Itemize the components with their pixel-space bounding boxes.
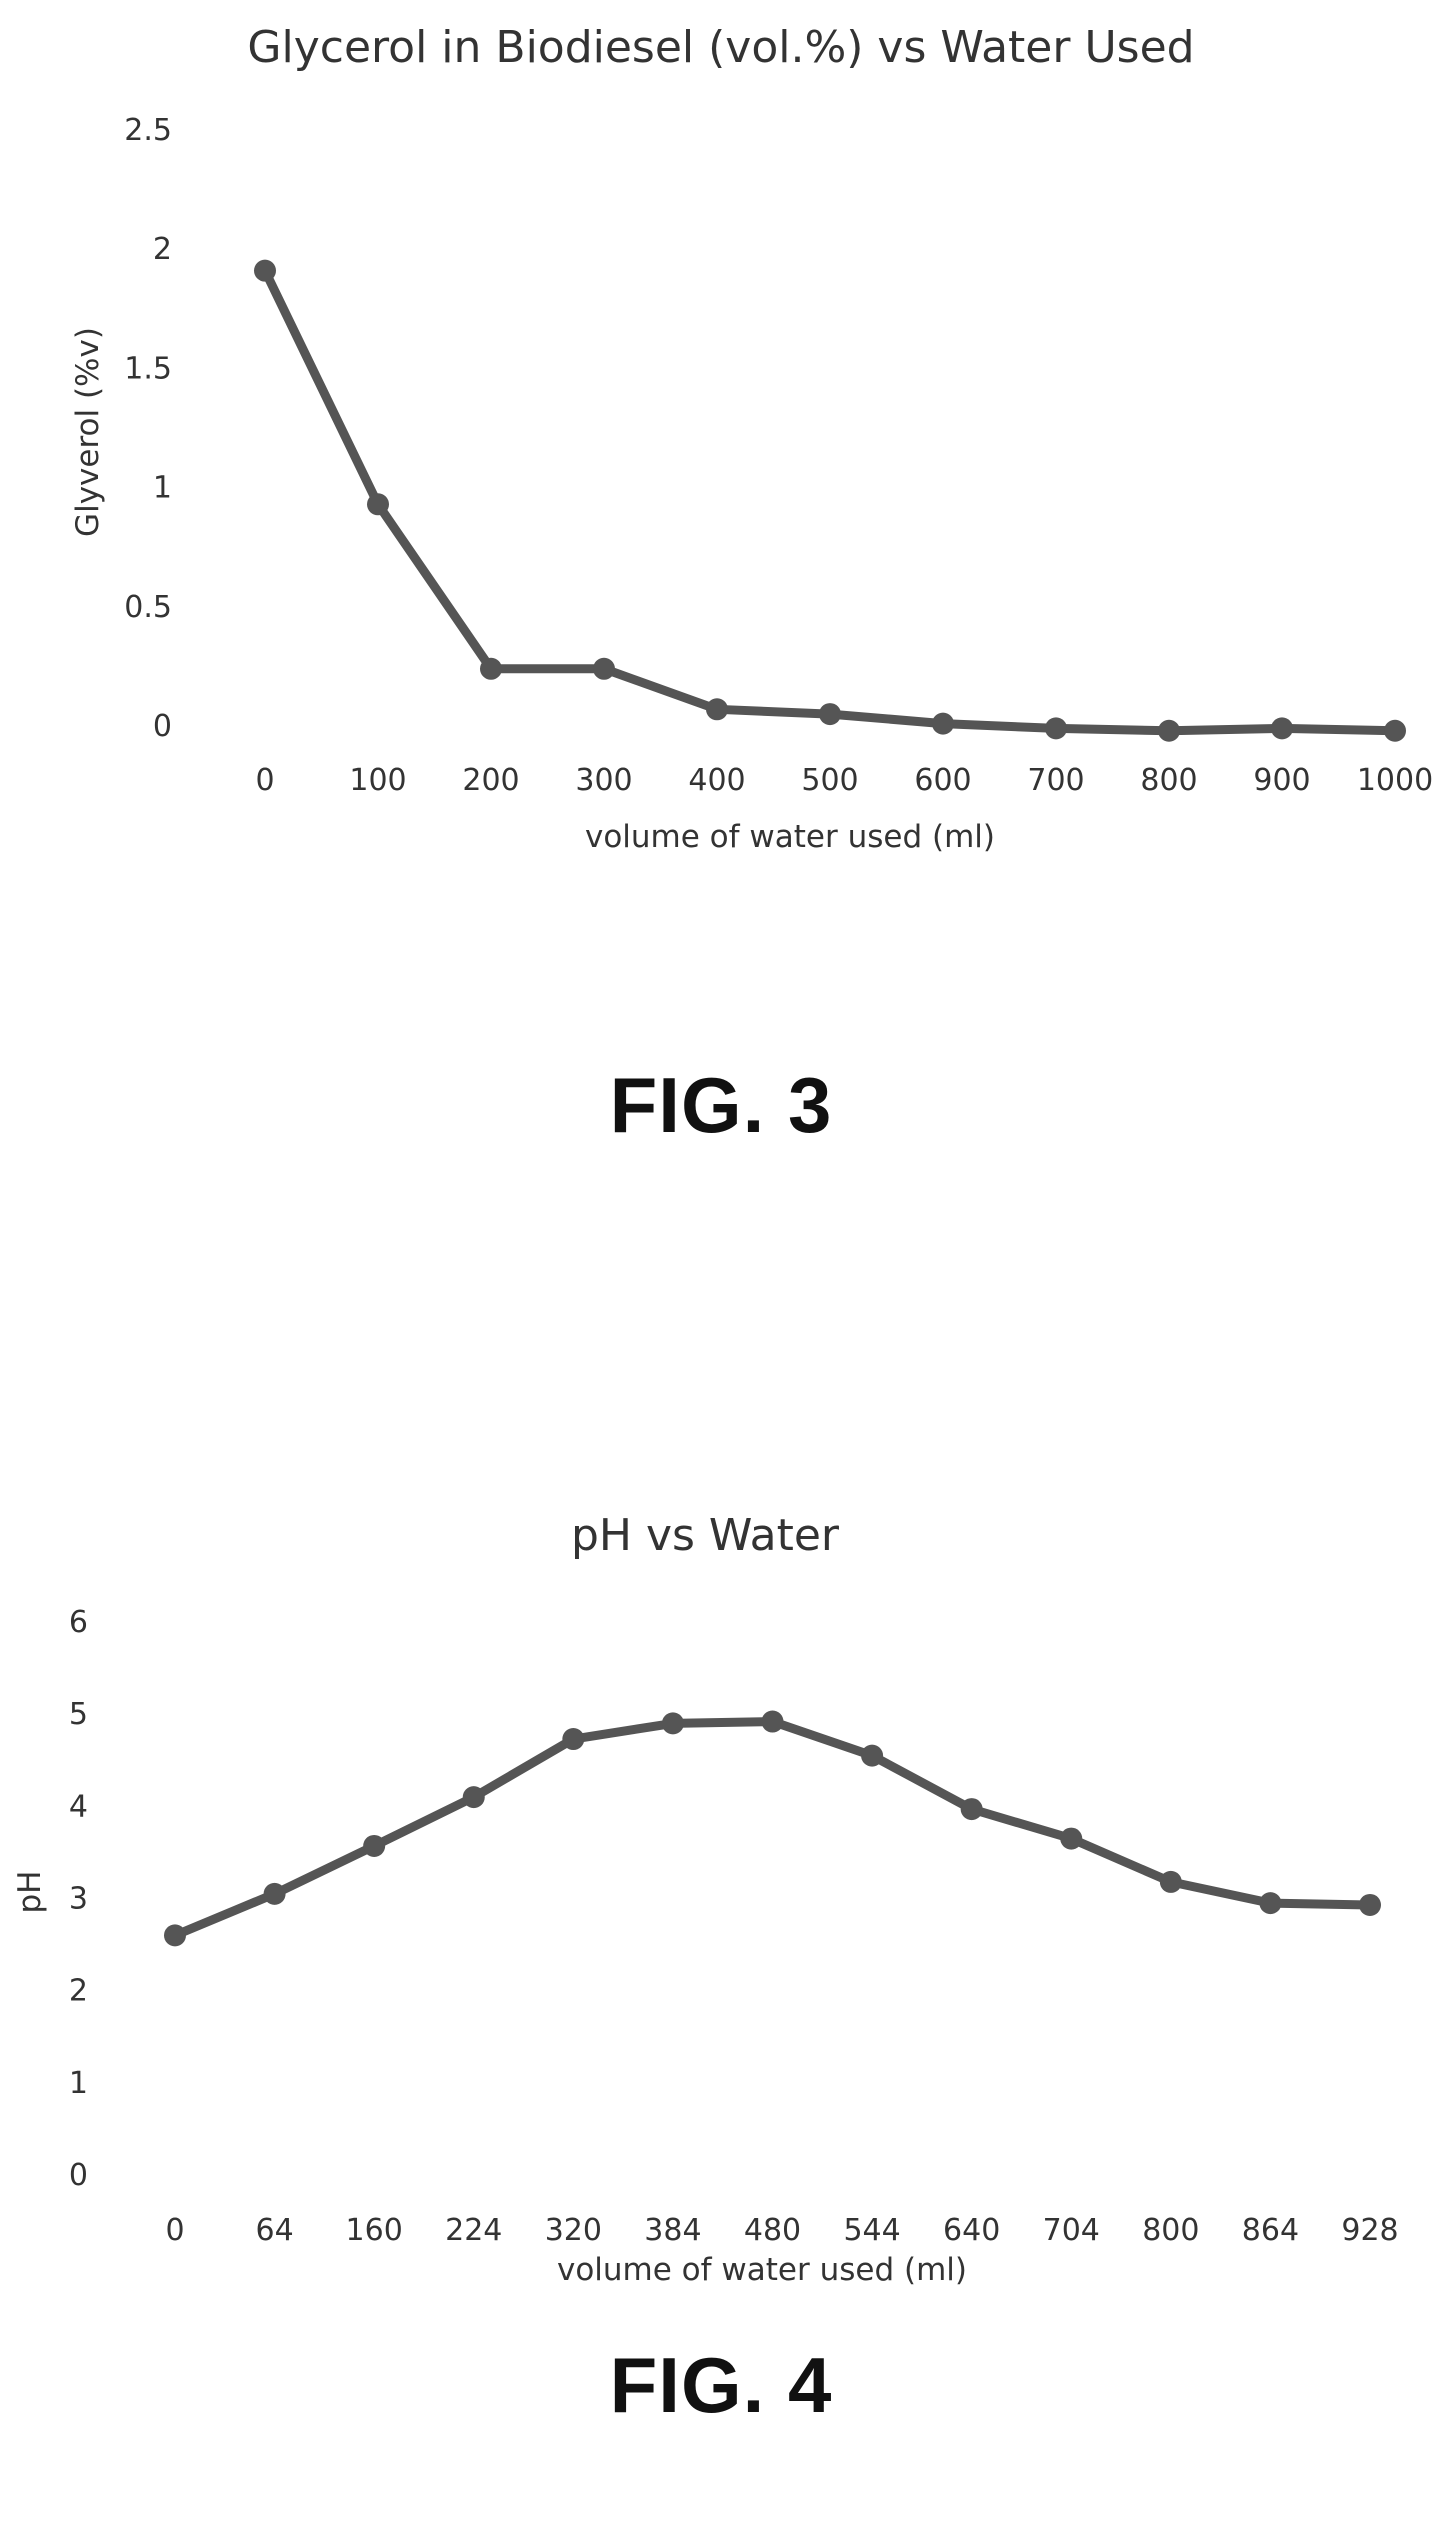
ph-chart: pH vs Water pH volume of water used (ml)… [12, 1510, 1399, 2288]
x-tick-label: 800 [1142, 2213, 1199, 2248]
x-tick-label: 100 [349, 763, 406, 798]
x-tick-label: 704 [1043, 2213, 1100, 2248]
data-point [367, 493, 389, 516]
series-line [260, 266, 1400, 736]
chart-title: pH vs Water [571, 1510, 840, 1561]
y-tick-label: 2 [69, 1974, 88, 2009]
x-tick-label: 544 [843, 2213, 900, 2248]
x-tick-label: 300 [575, 763, 632, 798]
y-tick-labels: 0 1 2 3 4 5 6 [69, 1605, 88, 2193]
y-axis-label: pH [12, 1871, 48, 1914]
x-tick-label: 1000 [1357, 763, 1433, 798]
y-tick-label: 0.5 [124, 590, 172, 625]
data-point [480, 657, 502, 680]
y-axis-label: Glyverol (%v) [70, 327, 106, 537]
data-point [263, 1882, 286, 1905]
x-tick-label: 500 [801, 763, 858, 798]
y-tick-label: 3 [69, 1882, 88, 1917]
y-tick-label: 2 [153, 232, 172, 267]
data-point [761, 1710, 784, 1733]
glycerol-chart: Glycerol in Biodiesel (vol.%) vs Water U… [70, 22, 1433, 855]
data-point [1384, 719, 1406, 742]
data-point [819, 703, 841, 726]
y-tick-label: 1.5 [124, 351, 172, 386]
x-tick-label: 0 [165, 2213, 184, 2248]
x-tick-label: 400 [688, 763, 745, 798]
data-point [164, 1924, 186, 1947]
x-tick-label: 864 [1242, 2213, 1299, 2248]
x-tick-label: 600 [914, 763, 971, 798]
figure-3: Glycerol in Biodiesel (vol.%) vs Water U… [0, 0, 1442, 1180]
y-tick-label: 1 [69, 2066, 88, 2101]
data-point [562, 1728, 585, 1751]
y-tick-label: 0 [69, 2158, 88, 2193]
figure-4: pH vs Water pH volume of water used (ml)… [0, 1480, 1442, 2535]
data-point [661, 1712, 684, 1735]
data-point [462, 1786, 485, 1809]
data-point [861, 1744, 884, 1767]
data-point [1359, 1893, 1381, 1916]
x-axis-label: volume of water used (ml) [585, 819, 995, 855]
y-tick-label: 4 [69, 1789, 88, 1824]
x-tick-label: 0 [255, 763, 274, 798]
x-tick-label: 900 [1253, 763, 1310, 798]
series-line [170, 1717, 1375, 1940]
y-tick-label: 1 [153, 471, 172, 506]
data-point [363, 1834, 386, 1857]
series-ph [164, 1710, 1381, 1947]
data-point [593, 657, 615, 680]
chart-title: Glycerol in Biodiesel (vol.%) vs Water U… [247, 22, 1194, 73]
data-point [1259, 1892, 1282, 1915]
data-point [254, 259, 276, 282]
x-tick-label: 640 [943, 2213, 1000, 2248]
x-tick-labels: 0 64 160 224 320 384 480 544 640 704 800 864 928 [165, 2213, 1398, 2248]
y-tick-label: 0 [153, 709, 172, 744]
figure-caption: FIG. 3 [609, 1061, 833, 1149]
data-point [960, 1798, 983, 1821]
x-tick-label: 700 [1027, 763, 1084, 798]
x-tick-labels: 0 100 200 300 400 500 600 700 800 900 1000 [255, 763, 1433, 798]
x-tick-label: 800 [1140, 763, 1197, 798]
figure-caption: FIG. 4 [609, 2341, 833, 2429]
x-tick-label: 320 [545, 2213, 602, 2248]
y-tick-label: 2.5 [124, 113, 172, 148]
x-tick-label: 64 [255, 2213, 293, 2248]
x-tick-label: 384 [644, 2213, 701, 2248]
x-tick-label: 928 [1341, 2213, 1398, 2248]
data-point [706, 698, 728, 721]
data-point [1045, 717, 1067, 740]
y-tick-label: 5 [69, 1697, 88, 1732]
x-tick-label: 200 [462, 763, 519, 798]
x-tick-label: 160 [346, 2213, 403, 2248]
data-point [1159, 1870, 1182, 1893]
data-point [1158, 719, 1180, 742]
y-tick-label: 6 [69, 1605, 88, 1640]
data-point [1271, 717, 1293, 740]
x-axis-label: volume of water used (ml) [557, 2252, 967, 2288]
y-tick-labels: 0 0.5 1 1.5 2 2.5 [124, 113, 172, 744]
x-tick-label: 224 [445, 2213, 502, 2248]
series-glycerol [254, 259, 1406, 742]
x-tick-label: 480 [744, 2213, 801, 2248]
data-point [932, 712, 954, 735]
data-point [1060, 1827, 1083, 1850]
